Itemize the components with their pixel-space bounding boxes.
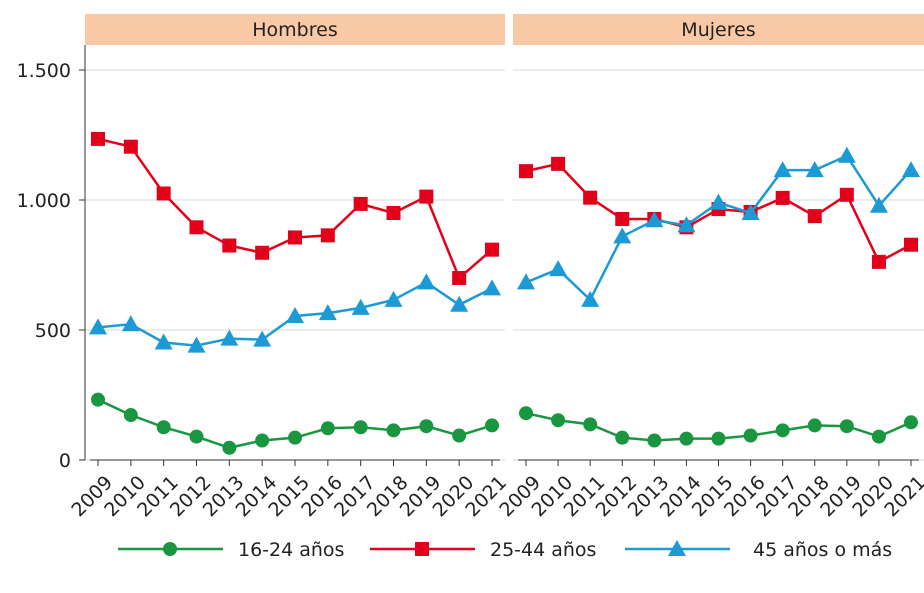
point <box>156 420 171 435</box>
point <box>353 420 368 435</box>
series-line <box>97 137 493 281</box>
point <box>123 408 138 423</box>
point <box>647 433 662 448</box>
point <box>871 429 886 444</box>
point <box>581 290 600 307</box>
point <box>417 273 436 290</box>
panel-header <box>513 14 924 45</box>
point <box>773 161 792 178</box>
point <box>187 336 206 353</box>
point <box>123 139 138 154</box>
point <box>615 430 630 445</box>
point <box>222 440 237 455</box>
panel-title: Hombres <box>252 19 337 41</box>
point <box>583 190 598 205</box>
series <box>91 392 499 455</box>
point <box>419 419 434 434</box>
point <box>452 428 467 443</box>
point <box>743 428 758 443</box>
y-tick-label: 1.000 <box>17 190 71 212</box>
point <box>551 156 566 171</box>
point <box>709 193 728 210</box>
legend-label: 45 años o más <box>753 539 892 561</box>
point <box>583 417 598 432</box>
point <box>904 415 918 430</box>
point <box>384 290 403 307</box>
point <box>904 237 918 252</box>
point <box>415 542 429 556</box>
point <box>91 131 105 146</box>
point <box>668 540 686 556</box>
point <box>318 304 337 321</box>
y-tick-label: 500 <box>35 320 71 342</box>
point <box>288 230 302 245</box>
point <box>386 206 401 220</box>
point <box>121 315 140 332</box>
point <box>517 273 535 290</box>
point <box>286 306 304 323</box>
point <box>89 318 107 335</box>
point <box>871 254 886 269</box>
point <box>386 423 401 438</box>
point <box>807 209 822 224</box>
point <box>351 298 370 315</box>
point <box>220 329 239 346</box>
point <box>711 431 726 446</box>
point <box>255 433 270 448</box>
legend-label: 16-24 años <box>238 539 344 561</box>
point <box>902 161 920 178</box>
point <box>163 542 177 556</box>
point <box>189 429 204 444</box>
point <box>483 279 501 296</box>
series <box>517 146 920 307</box>
point <box>645 211 664 228</box>
point <box>741 204 760 220</box>
panel-title: Mujeres <box>681 19 755 41</box>
point <box>452 271 467 285</box>
point <box>156 186 171 201</box>
point <box>189 220 204 235</box>
point <box>805 161 824 178</box>
y-tick-label: 1.500 <box>17 60 71 82</box>
point <box>807 418 822 433</box>
point <box>775 190 790 205</box>
point <box>419 189 434 204</box>
point <box>320 421 335 436</box>
point <box>775 423 790 438</box>
point <box>615 211 630 226</box>
series <box>89 273 501 353</box>
point <box>677 216 696 233</box>
panel-header <box>85 14 505 45</box>
point <box>222 238 237 253</box>
point <box>613 227 632 244</box>
point <box>551 413 566 428</box>
point <box>288 430 302 445</box>
point <box>91 392 105 407</box>
series-line <box>525 154 912 302</box>
legend-label: 25-44 años <box>490 539 596 561</box>
series <box>91 131 499 285</box>
point <box>549 260 568 277</box>
point <box>450 295 469 312</box>
point <box>519 164 533 179</box>
series <box>519 406 918 448</box>
point <box>353 196 368 211</box>
point <box>253 330 272 347</box>
point <box>255 245 270 260</box>
point <box>485 418 499 433</box>
point <box>320 228 335 243</box>
point <box>679 431 694 446</box>
point <box>485 242 499 257</box>
point <box>839 419 854 434</box>
point <box>837 146 856 163</box>
point <box>519 406 533 421</box>
point <box>839 187 854 202</box>
point <box>154 333 173 350</box>
point <box>869 196 888 213</box>
y-tick-label: 0 <box>59 450 71 472</box>
